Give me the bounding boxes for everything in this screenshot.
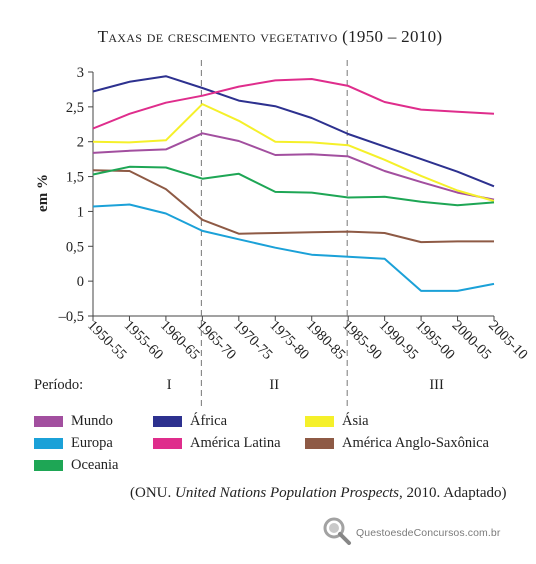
legend-item-mundo: Mundo	[34, 412, 113, 430]
series-line-america-anglo-saxonica	[92, 169, 494, 244]
chart-legend: Mundo África Ásia Europa América Latina …	[34, 412, 524, 476]
x-tick-label: 1980-85	[303, 318, 348, 363]
x-tick-label: 1990-95	[376, 318, 421, 363]
legend-label-oceania: Oceania	[71, 456, 119, 473]
legend-swatch-africa	[153, 415, 182, 427]
y-tick-label: 0	[77, 274, 84, 290]
x-tick-label: 1955-60	[121, 318, 166, 363]
legend-swatch-mundo	[34, 415, 63, 427]
legend-swatch-europa	[34, 437, 63, 449]
series-line-mundo	[92, 132, 495, 201]
x-tick-label: 2005-10	[485, 318, 530, 363]
x-tick-label: 1995-00	[412, 318, 457, 363]
legend-label-america-latina: América Latina	[190, 434, 281, 451]
legend-item-oceania: Oceania	[34, 456, 119, 474]
series-layer	[92, 75, 495, 292]
source-suffix: , 2010. Adaptado)	[399, 485, 507, 501]
legend-label-america-anglo-saxonica: América Anglo-Saxônica	[342, 434, 489, 451]
legend-item-asia: Ásia	[305, 412, 369, 430]
series-line-asia	[92, 103, 495, 202]
y-axis-label: em %	[35, 174, 51, 212]
legend-label-asia: Ásia	[342, 412, 369, 429]
period-label-III: III	[429, 377, 444, 393]
x-tick-label: 2000-05	[449, 318, 494, 363]
y-tick-label: 3	[77, 65, 84, 81]
source-prefix: (ONU.	[130, 485, 175, 501]
x-tick-label: 1960-65	[157, 318, 202, 363]
legend-swatch-asia	[305, 415, 334, 427]
series-line-africa	[92, 75, 495, 188]
x-tick-label: 1985-90	[339, 318, 384, 363]
line-chart: Taxas de crescimento vegetativo (1950 – …	[34, 27, 531, 410]
x-tick-label: 1975-80	[266, 318, 311, 363]
legend-label-africa: África	[190, 412, 228, 429]
y-tick-label: 1	[77, 204, 84, 220]
magnifier-logo-icon	[322, 516, 352, 551]
x-tick-label: 1950-55	[84, 318, 129, 363]
legend-item-europa: Europa	[34, 434, 113, 452]
legend-item-africa: África	[153, 412, 227, 430]
chart-title: Taxas de crescimento vegetativo (1950 – …	[98, 27, 443, 46]
y-tick-label: –0,5	[58, 309, 84, 325]
period-label-II: II	[269, 377, 279, 393]
watermark: QuestoesdeConcursos.com.br	[322, 516, 500, 550]
y-tick-label: 0,5	[66, 239, 84, 255]
y-tick-label: 2,5	[66, 100, 84, 116]
legend-item-america-anglo-saxonica: América Anglo-Saxônica	[305, 434, 489, 452]
source-citation: (ONU. United Nations Population Prospect…	[130, 485, 507, 502]
tick-labels: 32,521,510,50–0,51950-551955-601960-6519…	[58, 65, 531, 363]
source-work: United Nations Population Prospects	[175, 485, 400, 501]
legend-label-mundo: Mundo	[71, 412, 113, 429]
period-label-I: I	[167, 377, 172, 393]
watermark-text: QuestoesdeConcursos.com.br	[356, 527, 501, 539]
x-tick-label: 1965-70	[194, 318, 239, 363]
y-tick-label: 2	[77, 135, 84, 151]
series-line-oceania	[92, 165, 495, 207]
legend-label-europa: Europa	[71, 434, 113, 451]
chart-axes	[88, 71, 495, 321]
series-line-europa	[92, 203, 495, 292]
legend-swatch-america-anglo-saxonica	[305, 437, 334, 449]
legend-swatch-america-latina	[153, 437, 182, 449]
x-tick-label: 1970-75	[230, 318, 275, 363]
period-labels: Período: I II III	[34, 377, 444, 393]
period-row-label: Período:	[34, 377, 83, 393]
period-dividers	[200, 60, 348, 410]
y-tick-label: 1,5	[66, 170, 84, 186]
legend-swatch-oceania	[34, 459, 63, 471]
legend-item-america-latina: América Latina	[153, 434, 281, 452]
series-line-america-latina	[92, 78, 495, 130]
